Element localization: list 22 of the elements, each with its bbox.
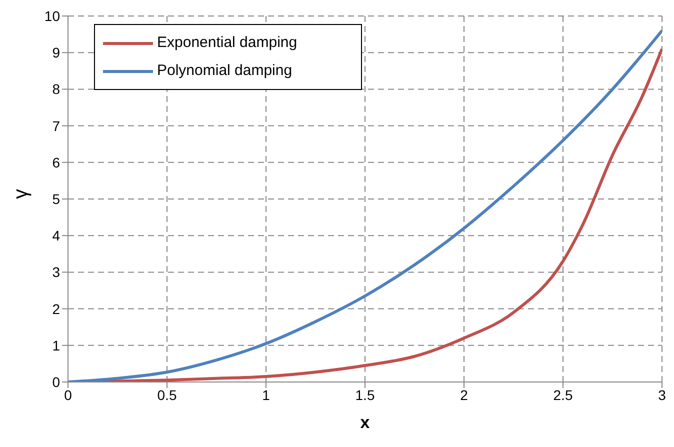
x-tick-label: 0 (64, 386, 72, 403)
y-tick-label: 7 (52, 118, 60, 134)
x-tick-label: 2.5 (553, 386, 573, 403)
y-tick-label: 8 (52, 81, 60, 98)
y-tick-label: 0 (52, 374, 60, 390)
y-tick-label: 1 (52, 337, 60, 354)
y-tick-label: 4 (52, 228, 60, 244)
y-tick-label: 10 (44, 8, 60, 24)
x-tick-label: 1 (262, 386, 270, 403)
y-tick-label: 9 (52, 44, 60, 61)
y-axis-title: γ (10, 189, 32, 199)
y-tick-label: 2 (52, 300, 60, 317)
x-tick-label: 1.5 (355, 386, 375, 403)
x-axis-title: x (360, 413, 370, 432)
y-tick-label: 6 (52, 154, 60, 170)
y-tick-label: 3 (52, 264, 60, 280)
x-tick-label: 3 (658, 386, 666, 403)
legend-label: Exponential damping (157, 33, 298, 53)
y-tick-label: 5 (52, 190, 60, 207)
legend-label: Polynomial damping (157, 61, 292, 81)
x-tick-label: 0.5 (157, 386, 177, 403)
x-tick-label: 2 (460, 386, 468, 403)
